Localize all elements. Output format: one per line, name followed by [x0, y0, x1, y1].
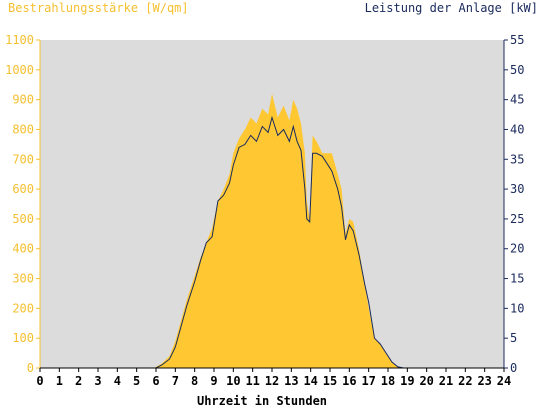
y-right-tick-label: 20	[510, 242, 524, 256]
y-right-tick-label: 55	[510, 33, 524, 47]
y-right-tick-label: 15	[510, 272, 524, 286]
x-tick-label: 16	[342, 374, 356, 388]
y-right-tick-label: 10	[510, 301, 524, 315]
x-tick-label: 18	[381, 374, 395, 388]
x-tick-label: 12	[265, 374, 279, 388]
x-tick-label: 5	[133, 374, 140, 388]
irradiance-area	[40, 93, 504, 368]
x-tick-label: 9	[210, 374, 217, 388]
x-tick-label: 20	[419, 374, 433, 388]
x-tick-label: 7	[172, 374, 179, 388]
y-left-tick-label: 300	[12, 272, 34, 286]
x-tick-label: 17	[361, 374, 375, 388]
x-tick-label: 10	[226, 374, 240, 388]
y-right-tick-label: 30	[510, 182, 524, 196]
ticks-layer: 0100200300400500600700800900100011000510…	[5, 33, 524, 388]
y-right-tick-label: 50	[510, 63, 524, 77]
x-tick-label: 24	[497, 374, 511, 388]
y-left-tick-label: 700	[12, 152, 34, 166]
x-tick-label: 6	[152, 374, 159, 388]
power-line	[40, 115, 504, 369]
y-left-tick-label: 0	[27, 361, 34, 375]
y-right-tick-label: 0	[510, 361, 517, 375]
x-tick-label: 13	[284, 374, 298, 388]
x-tick-label: 1	[56, 374, 63, 388]
x-tick-label: 23	[477, 374, 491, 388]
y-left-tick-label: 500	[12, 212, 34, 226]
y-left-tick-label: 200	[12, 301, 34, 315]
y-left-tick-label: 800	[12, 122, 34, 136]
y-right-tick-label: 40	[510, 122, 524, 136]
y-right-tick-label: 45	[510, 93, 524, 107]
y-right-tick-label: 25	[510, 212, 524, 226]
x-tick-label: 21	[439, 374, 453, 388]
y-left-tick-label: 900	[12, 93, 34, 107]
right-axis-title: Leistung der Anlage [kW]	[365, 1, 538, 15]
left-axis-title: Bestrahlungsstärke [W/qm]	[8, 1, 189, 15]
x-tick-label: 11	[245, 374, 259, 388]
y-right-tick-label: 5	[510, 331, 517, 345]
x-tick-label: 19	[400, 374, 414, 388]
x-axis-title: Uhrzeit in Stunden	[197, 394, 327, 408]
x-tick-label: 4	[114, 374, 121, 388]
y-right-tick-label: 35	[510, 152, 524, 166]
x-tick-label: 22	[458, 374, 472, 388]
x-tick-label: 8	[191, 374, 198, 388]
y-left-tick-label: 100	[12, 331, 34, 345]
x-tick-label: 0	[36, 374, 43, 388]
x-tick-label: 15	[323, 374, 337, 388]
x-tick-label: 14	[303, 374, 317, 388]
y-left-tick-label: 1000	[5, 63, 34, 77]
y-left-tick-label: 600	[12, 182, 34, 196]
x-tick-label: 2	[75, 374, 82, 388]
x-tick-label: 3	[94, 374, 101, 388]
y-left-tick-label: 400	[12, 242, 34, 256]
y-left-tick-label: 1100	[5, 33, 34, 47]
series-layer	[40, 93, 504, 369]
